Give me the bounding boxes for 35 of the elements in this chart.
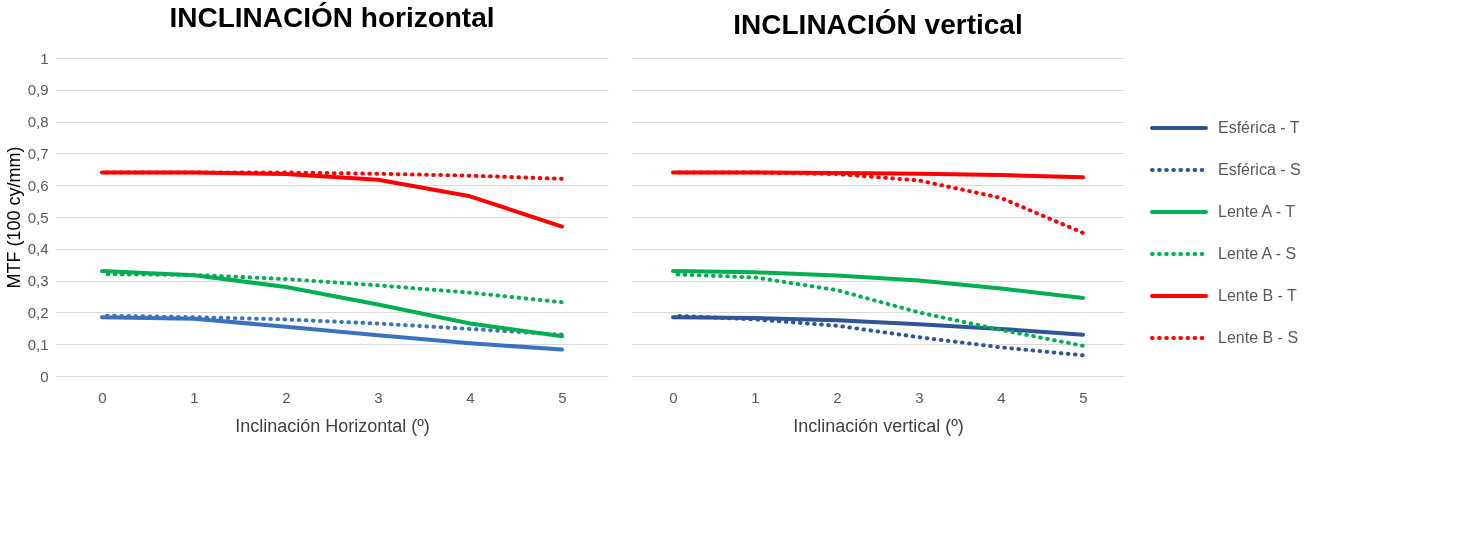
x-tick-label: 3 [915, 388, 924, 406]
y-tick-label: 0,7 [27, 144, 49, 162]
y-tick-label: 1 [40, 49, 49, 67]
chart-title: INCLINACIÓN vertical [733, 9, 1023, 40]
x-tick-label: 2 [833, 388, 842, 406]
x-axis-title: Inclinación vertical (º) [793, 415, 964, 436]
y-tick-label: 0,3 [27, 272, 49, 290]
x-tick-label: 1 [751, 388, 760, 406]
y-axis-title: MTF (100 cy/mm) [3, 146, 24, 289]
y-tick-label: 0 [40, 367, 49, 385]
y-tick-label: 0,5 [27, 208, 49, 226]
x-tick-label: 0 [669, 388, 678, 406]
x-tick-label: 5 [558, 388, 567, 406]
y-tick-label: 0,4 [27, 240, 49, 258]
x-tick-label: 1 [190, 388, 199, 406]
x-tick-label: 3 [374, 388, 383, 406]
y-tick-label: 0,9 [27, 81, 49, 99]
x-tick-label: 4 [466, 388, 475, 406]
x-axis-title: Inclinación Horizontal (º) [235, 415, 430, 436]
legend-label: Esférica - S [1218, 161, 1301, 178]
legend-label: Lente A - T [1218, 203, 1296, 220]
y-tick-label: 0,6 [27, 176, 49, 194]
x-tick-label: 5 [1079, 388, 1088, 406]
x-tick-label: 2 [282, 388, 291, 406]
legend-label: Esférica - T [1218, 119, 1300, 136]
legend-label: Lente B - S [1218, 329, 1299, 346]
line-series [100, 269, 564, 339]
legend-label: Lente B - T [1218, 287, 1298, 304]
x-tick-label: 4 [997, 388, 1006, 406]
legend-label: Lente A - S [1218, 245, 1297, 262]
chart-title: INCLINACIÓN horizontal [169, 2, 495, 33]
y-tick-label: 0,8 [27, 113, 49, 131]
x-tick-label: 0 [98, 388, 107, 406]
y-tick-label: 0,1 [27, 335, 49, 353]
y-tick-label: 0,2 [27, 303, 49, 321]
